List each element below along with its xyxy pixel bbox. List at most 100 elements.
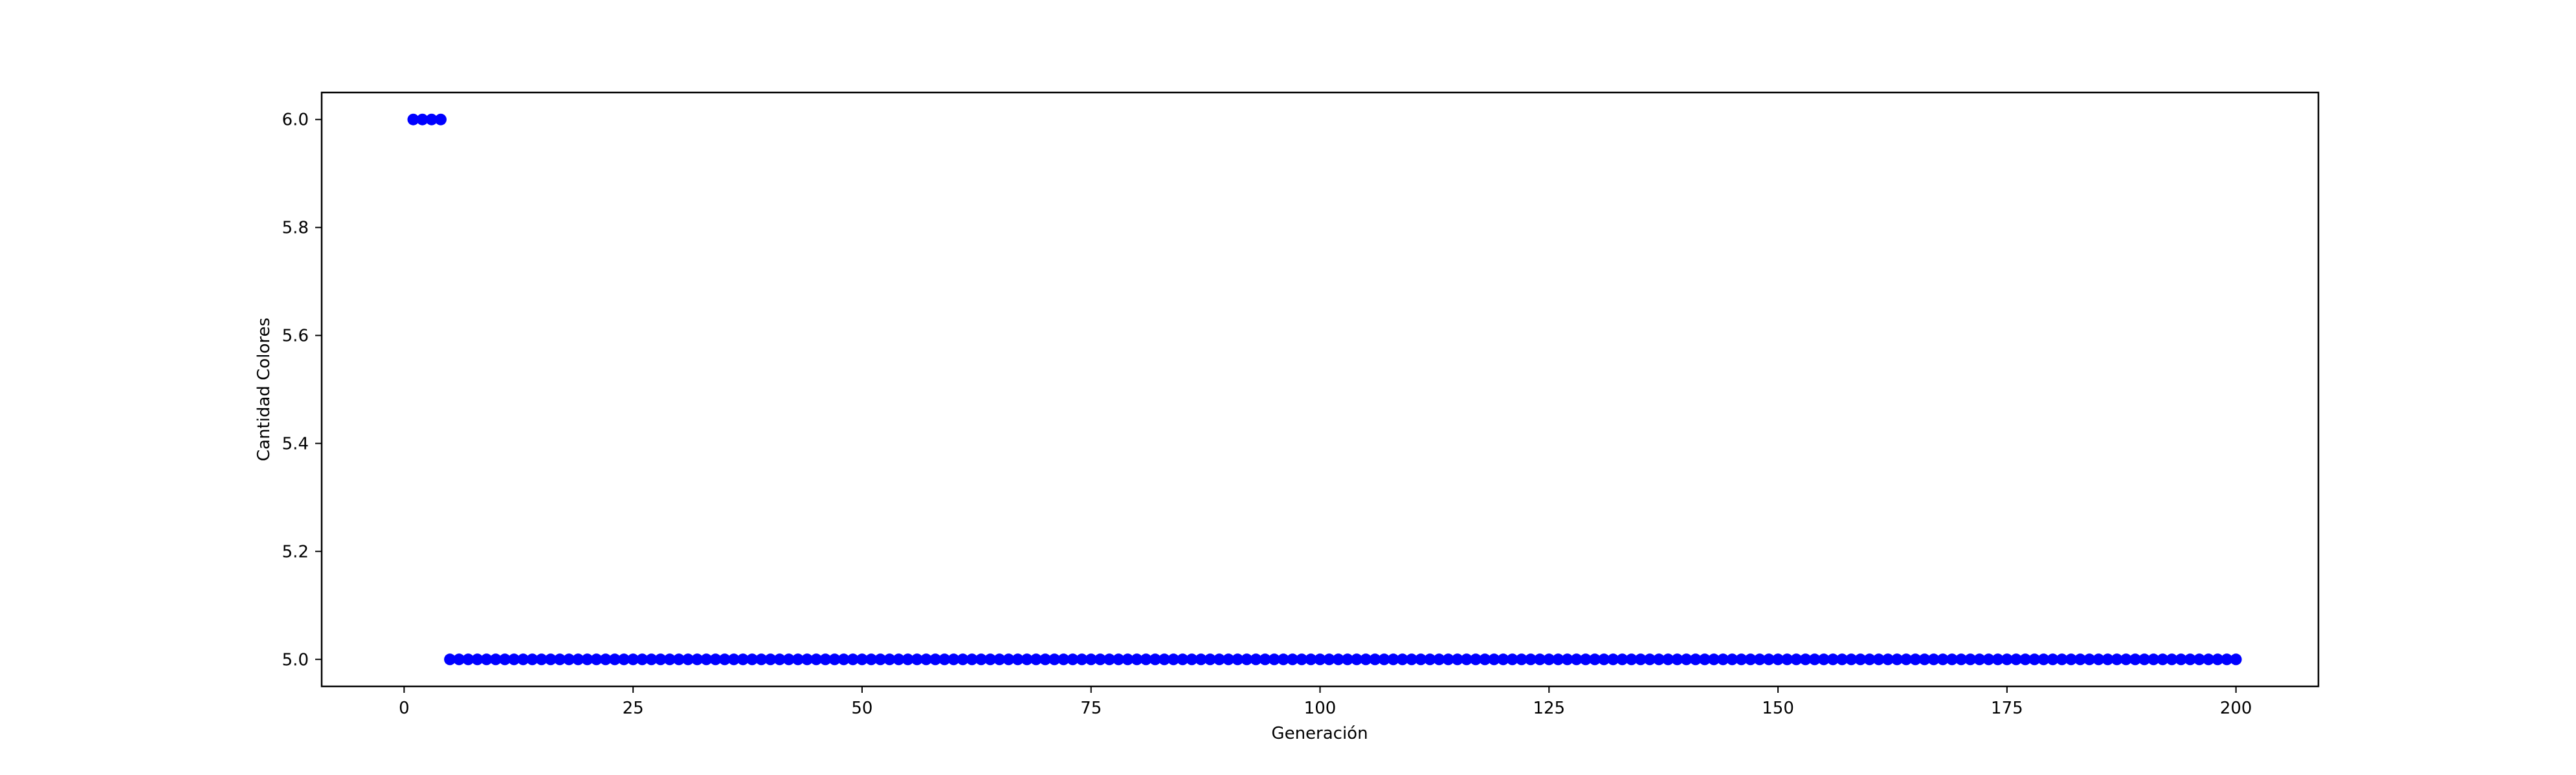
- data-point: [1479, 653, 1491, 666]
- data-point: [1067, 653, 1079, 666]
- data-point: [1927, 653, 1940, 666]
- data-point: [1039, 653, 1051, 666]
- data-point: [425, 113, 438, 126]
- data-point: [1900, 653, 1913, 666]
- data-point: [874, 653, 887, 666]
- data-point: [1378, 653, 1390, 666]
- data-point: [1726, 653, 1738, 666]
- data-point: [526, 653, 539, 666]
- data-point: [1790, 653, 1803, 666]
- data-point: [975, 653, 987, 666]
- x-tick-label: 25: [623, 699, 644, 718]
- data-point: [957, 653, 969, 666]
- x-tick-label: 50: [851, 699, 872, 718]
- data-point: [544, 653, 557, 666]
- data-point: [1406, 653, 1418, 666]
- y-tick-label: 5.8: [282, 219, 309, 238]
- data-point: [1104, 653, 1116, 666]
- data-point: [1552, 653, 1564, 666]
- data-point: [1222, 653, 1234, 666]
- data-point: [691, 653, 704, 666]
- data-point: [499, 653, 511, 666]
- data-point: [1387, 653, 1399, 666]
- data-point: [2111, 653, 2123, 666]
- y-tick-label: 6.0: [282, 111, 309, 130]
- y-tick-label: 5.2: [282, 542, 309, 562]
- data-point: [948, 653, 960, 666]
- data-point: [1964, 653, 1977, 666]
- data-point: [1643, 653, 1656, 666]
- data-point: [1570, 653, 1582, 666]
- data-point: [1305, 653, 1317, 666]
- data-point: [636, 653, 649, 666]
- data-point: [2083, 653, 2096, 666]
- data-point: [727, 653, 740, 666]
- data-point: [1909, 653, 1922, 666]
- data-point: [663, 653, 676, 666]
- data-point: [1863, 653, 1876, 666]
- data-point: [2230, 653, 2242, 666]
- data-point: [1854, 653, 1867, 666]
- data-point: [572, 653, 584, 666]
- data-point: [1213, 653, 1225, 666]
- data-point: [1698, 653, 1711, 666]
- data-point: [682, 653, 694, 666]
- data-point: [1415, 653, 1427, 666]
- data-point: [938, 653, 951, 666]
- data-point: [1662, 653, 1674, 666]
- data-point: [1992, 653, 2004, 666]
- data-point: [1433, 653, 1445, 666]
- data-point: [1351, 653, 1363, 666]
- data-point: [599, 653, 612, 666]
- data-point: [480, 653, 493, 666]
- data-point: [1772, 653, 1784, 666]
- data-point: [1607, 653, 1619, 666]
- x-tick-label: 150: [1762, 699, 1794, 718]
- data-point: [1186, 653, 1198, 666]
- data-point: [1012, 653, 1024, 666]
- data-point: [1296, 653, 1308, 666]
- data-point: [1872, 653, 1885, 666]
- data-point: [618, 653, 630, 666]
- data-point: [2175, 653, 2187, 666]
- data-point: [2056, 653, 2068, 666]
- data-point: [1634, 653, 1647, 666]
- data-point: [407, 113, 419, 126]
- data-point: [2193, 653, 2206, 666]
- data-point: [2047, 653, 2059, 666]
- data-point: [865, 653, 878, 666]
- data-point: [1717, 653, 1729, 666]
- data-point: [1021, 653, 1033, 666]
- data-point: [2102, 653, 2114, 666]
- data-point: [553, 653, 566, 666]
- data-point: [1488, 653, 1500, 666]
- data-point: [911, 653, 923, 666]
- data-point: [1122, 653, 1134, 666]
- data-point: [1680, 653, 1693, 666]
- data-point: [709, 653, 722, 666]
- data-point: [2138, 653, 2151, 666]
- x-axis-label: Generación: [1271, 724, 1368, 743]
- data-point: [2129, 653, 2141, 666]
- data-point: [773, 653, 786, 666]
- data-point: [1287, 653, 1299, 666]
- data-point: [1360, 653, 1372, 666]
- data-point: [764, 653, 777, 666]
- data-point: [1049, 653, 1061, 666]
- data-point: [1424, 653, 1436, 666]
- data-point: [1195, 653, 1207, 666]
- data-point: [929, 653, 942, 666]
- x-tick-label: 0: [399, 699, 410, 718]
- data-point: [920, 653, 932, 666]
- data-point: [1836, 653, 1849, 666]
- data-point: [1332, 653, 1344, 666]
- data-point: [2212, 653, 2224, 666]
- data-point: [590, 653, 603, 666]
- data-point: [1735, 653, 1748, 666]
- data-point: [1827, 653, 1839, 666]
- data-point: [847, 653, 859, 666]
- data-point: [2148, 653, 2160, 666]
- data-point: [1781, 653, 1793, 666]
- x-tick-label: 125: [1533, 699, 1565, 718]
